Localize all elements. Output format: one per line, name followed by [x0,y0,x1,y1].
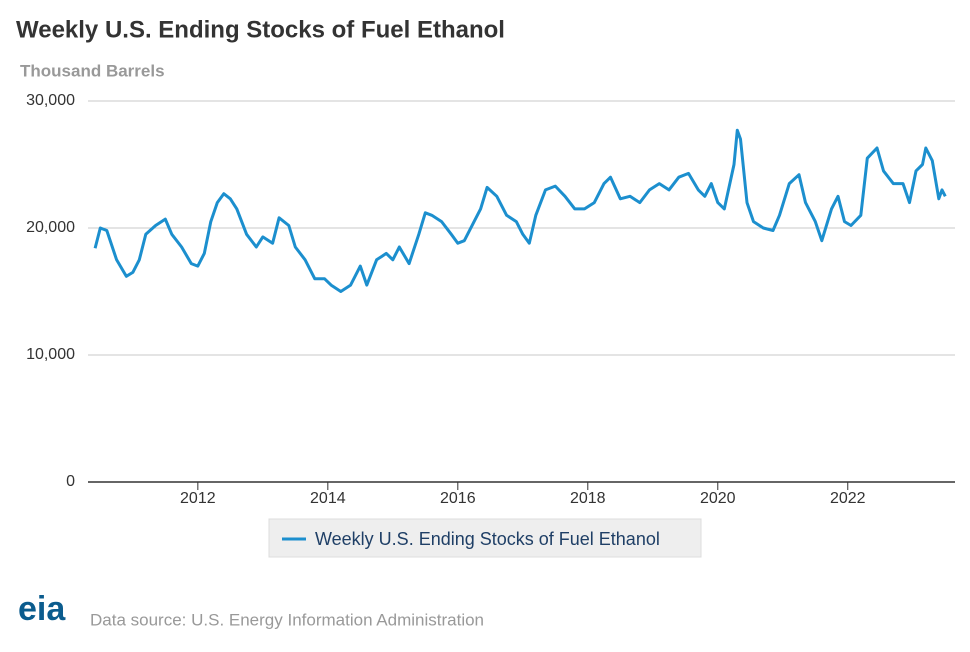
x-tick-label: 2022 [830,490,866,507]
x-tick-label: 2020 [700,490,736,507]
y-tick-label: 0 [66,473,75,490]
y-tick-label: 20,000 [26,219,75,236]
y-axis-label: Thousand Barrels [20,61,165,80]
source: Data source: U.S. Energy Information Adm… [90,610,484,629]
x-tick-label: 2016 [440,490,476,507]
legend-box [268,518,702,558]
x-tick-label: 2018 [570,490,606,507]
x-tick-label: 2014 [310,490,346,507]
logo: eia [18,590,66,628]
y-tick-label: 30,000 [26,92,75,109]
x-tick-label: 2012 [180,490,216,507]
y-tick-label: 10,000 [26,346,75,363]
legend-label: Weekly U.S. Ending Stocks of Fuel Ethano… [315,529,660,549]
data-line [93,128,947,293]
chart-title: Weekly U.S. Ending Stocks of Fuel Ethano… [16,16,505,43]
